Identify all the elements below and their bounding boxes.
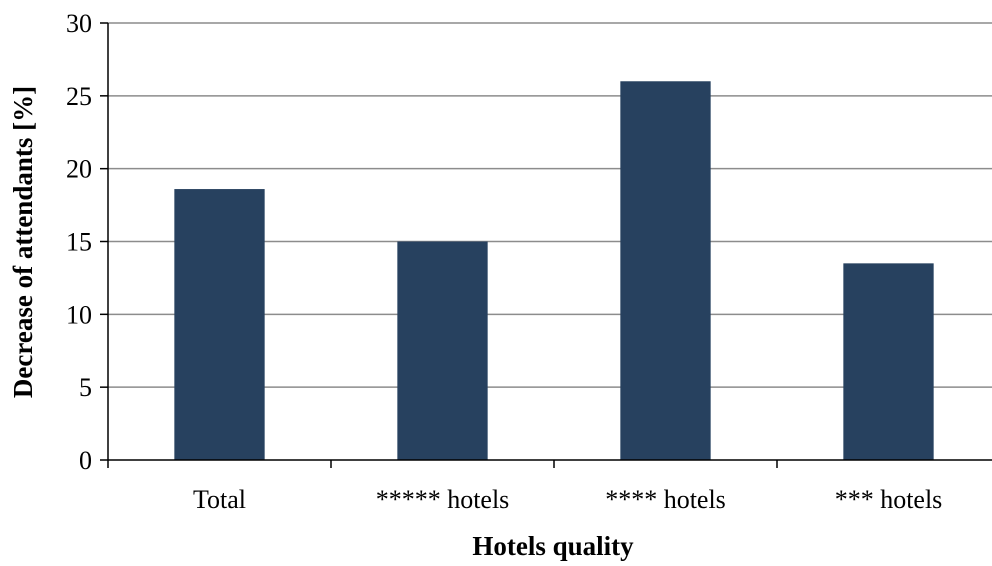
y-tick-label: 20 [66,155,92,184]
bars [174,81,934,461]
x-tick-label: **** hotels [605,485,726,514]
axes [100,22,992,468]
x-tick-label: *** hotels [835,485,943,514]
tick-labels: 0 5 10 15 20 25 30 Total ***** hotels **** hotels… [66,9,942,514]
bar-2 [397,241,488,460]
y-tick-label: 10 [66,300,92,329]
bar-1 [174,189,265,460]
y-axis-title: Decrease of attendants [%] [8,86,38,398]
y-tick-label: 5 [79,373,92,402]
x-axis-title: Hotels quality [472,531,634,561]
y-tick-label: 0 [79,446,92,475]
x-tick-label: ***** hotels [376,485,510,514]
bar-3 [620,81,711,461]
bar-4 [843,263,934,460]
x-tick-label: Total [193,485,246,514]
y-tick-label: 30 [66,9,92,38]
y-tick-label: 25 [66,82,92,111]
y-tick-label: 15 [66,228,92,257]
